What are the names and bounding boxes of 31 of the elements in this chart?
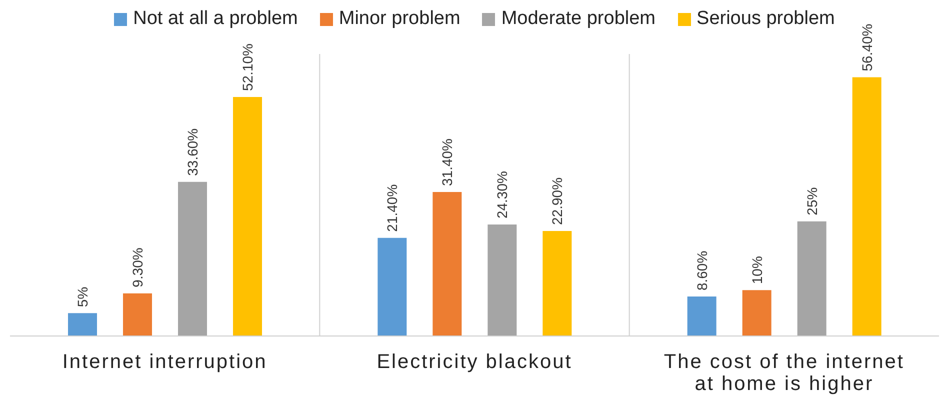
data-label: 24.30%	[494, 171, 510, 219]
legend-label: Minor problem	[338, 8, 460, 30]
x-tick-label: The cost of the internet at home is higher	[664, 351, 904, 395]
data-label: 31.40%	[439, 138, 456, 186]
bar	[687, 296, 716, 336]
legend-label: Serious problem	[696, 8, 835, 30]
bar	[542, 230, 572, 336]
bar	[233, 97, 262, 336]
legend-label: Moderate problem	[501, 8, 656, 30]
bar	[797, 221, 826, 336]
bar	[68, 313, 97, 336]
data-label: 9.30%	[130, 248, 146, 288]
bar	[178, 182, 207, 336]
bar	[488, 224, 517, 336]
bar	[742, 290, 772, 336]
data-label: 8.60%	[694, 250, 710, 291]
data-label: 5%	[74, 286, 90, 308]
data-label: 10%	[748, 256, 765, 284]
data-label: 22.90%	[549, 177, 566, 225]
data-label: 33.60%	[184, 128, 200, 176]
data-label: 21.40%	[384, 184, 400, 232]
bar	[852, 77, 882, 336]
bar	[123, 293, 152, 336]
data-label: 56.40%	[858, 24, 875, 72]
bar	[378, 238, 407, 336]
x-tick-label: Electricity blackout	[376, 351, 572, 373]
data-label: 25%	[804, 187, 820, 216]
x-tick-label: Internet interruption	[62, 351, 268, 373]
legend-label: Not at all a problem	[133, 8, 298, 30]
bar	[432, 192, 462, 336]
data-label: 52.10%	[240, 44, 256, 92]
